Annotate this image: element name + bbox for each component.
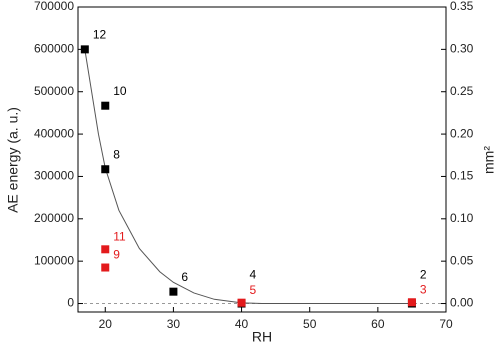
y-tick-label: 400000 [34,126,74,140]
point-label: 8 [113,147,120,161]
y2-tick-label: 0.10 [450,211,474,225]
y2-tick-label: 0.35 [450,0,474,13]
point [101,263,110,272]
point-label: 6 [181,270,188,284]
x-axis-label: RH [252,329,272,345]
y2-tick-label: 0.30 [450,42,474,56]
y-tick-label: 0 [67,296,74,310]
y2-tick-label: 0.00 [450,296,474,310]
y-tick-label: 600000 [34,42,74,56]
point [101,165,110,174]
point-label: 11 [113,229,126,243]
point [237,298,246,307]
y2-tick-label: 0.25 [450,84,474,98]
fit-curve [84,49,412,305]
point [407,298,416,307]
y2-tick-label: 0.15 [450,169,474,183]
y-tick-label: 500000 [34,84,74,98]
y-axis-label: AE energy (a. u.) [5,107,21,213]
y2-tick-label: 0.05 [450,253,474,267]
y-tick-label: 300000 [34,169,74,183]
plot-frame [77,6,447,313]
point-label: 9 [113,248,120,262]
point-label: 2 [420,268,427,282]
x-tick-label: 70 [439,317,453,331]
y-tick-label: 700000 [34,0,74,13]
point [101,245,110,254]
y-tick-label: 200000 [34,211,74,225]
point [101,101,110,110]
x-tick-label: 50 [303,317,317,331]
x-tick-label: 20 [99,317,113,331]
point-label: 5 [250,283,257,297]
x-tick-label: 30 [167,317,181,331]
point-label: 12 [93,28,107,42]
x-tick-label: 40 [235,317,249,331]
x-tick-label: 60 [371,317,385,331]
point-label: 10 [113,84,127,98]
point-label: 4 [250,268,257,282]
y-tick-label: 100000 [34,253,74,267]
point [80,45,89,54]
y2-axis-label: mm² [481,146,497,174]
point-label: 3 [420,282,427,296]
y2-tick-label: 0.20 [450,126,474,140]
point [169,287,178,296]
